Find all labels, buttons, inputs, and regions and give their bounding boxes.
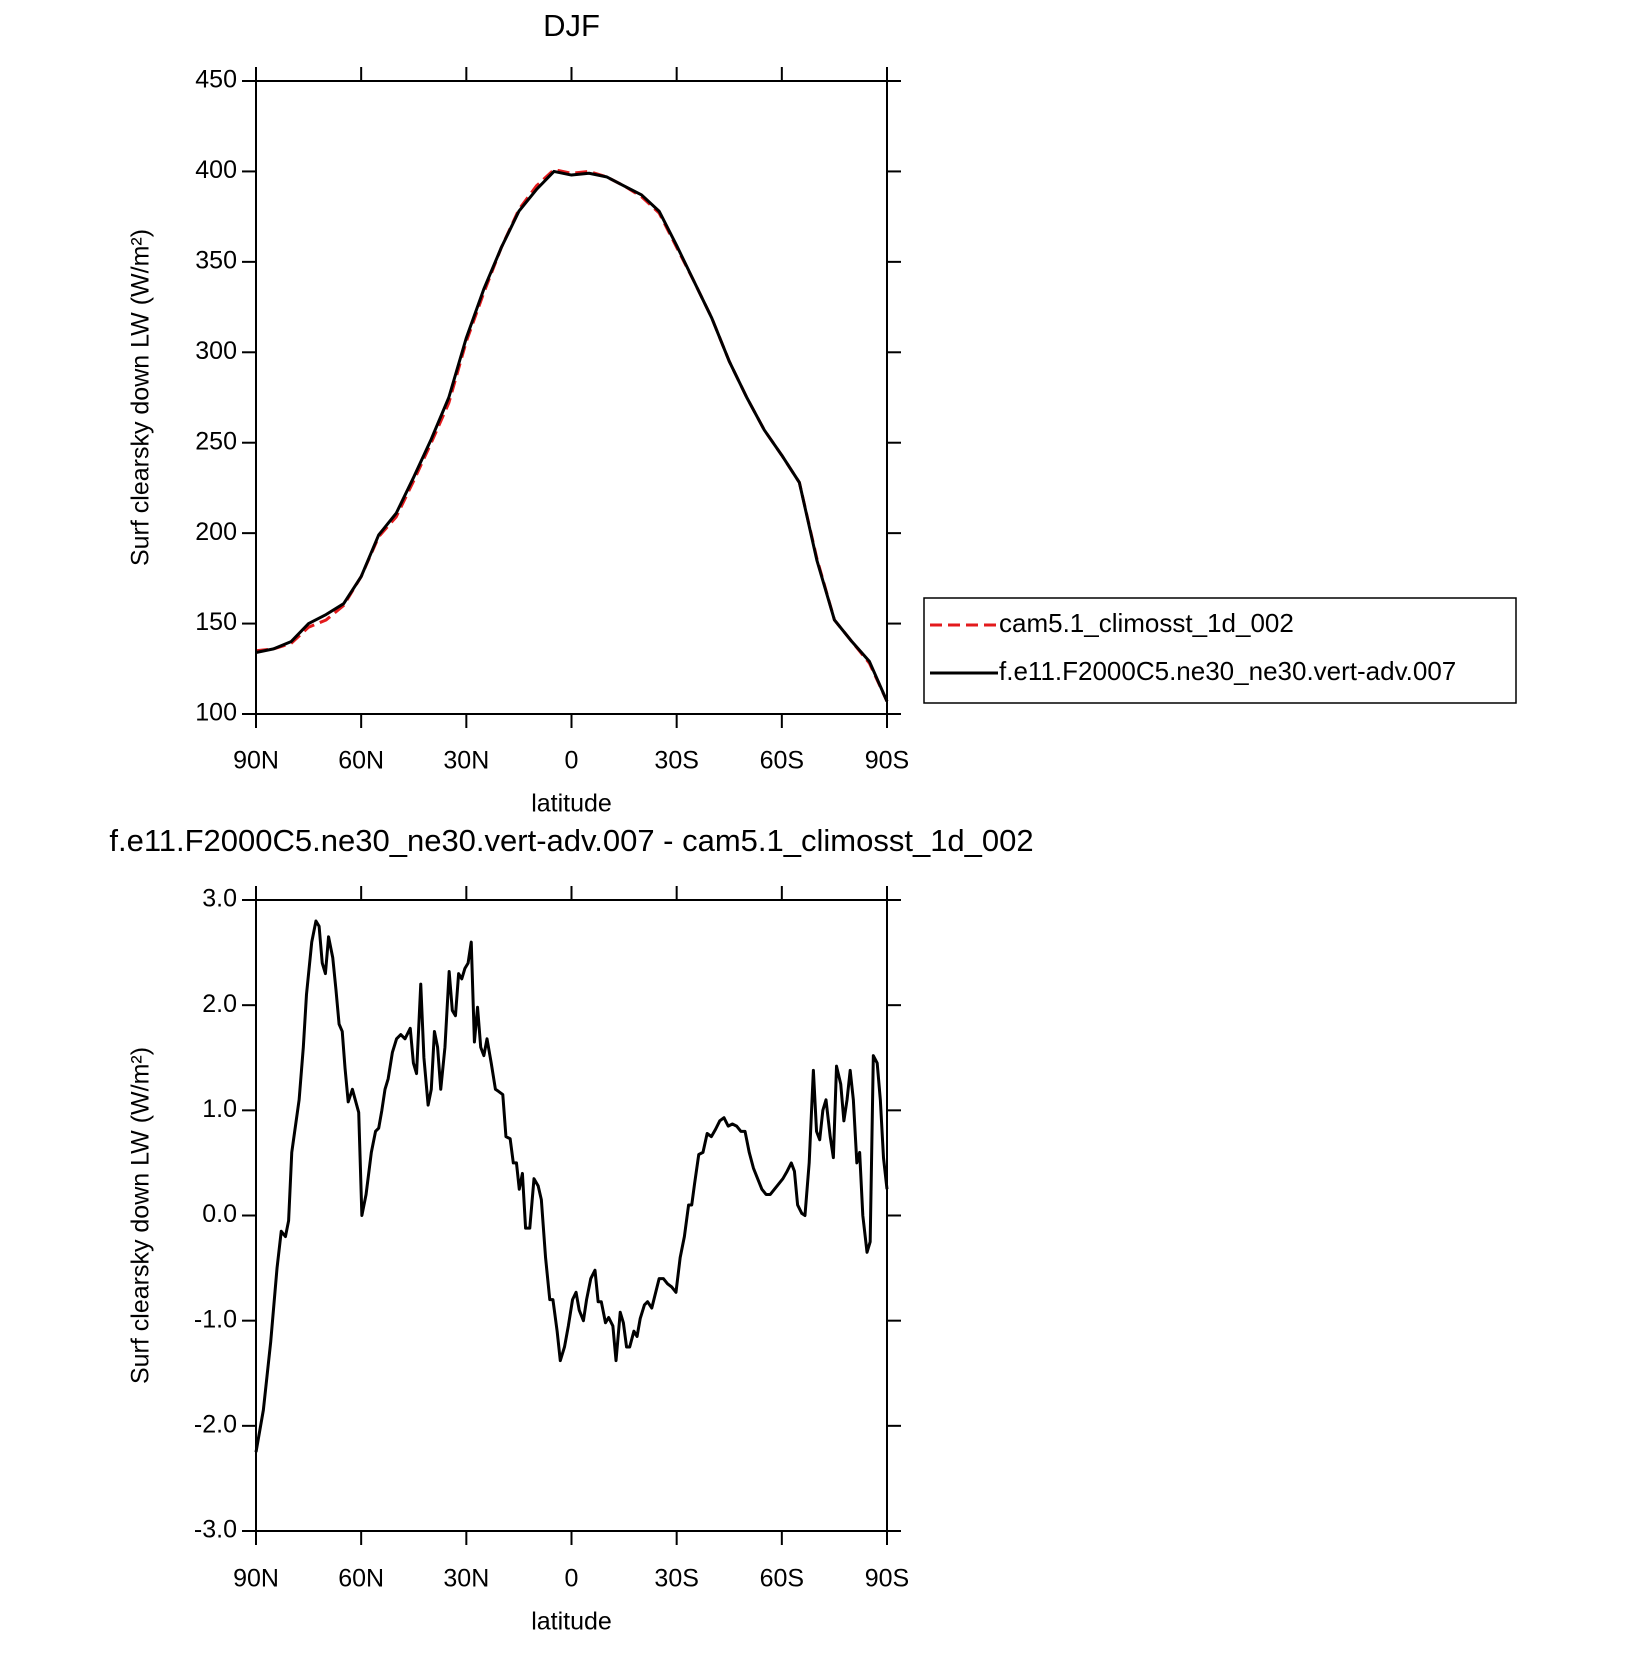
y-tick-label: 400 [195, 156, 237, 184]
data-line [255, 169, 889, 702]
x-axis-label: latitude [531, 1608, 612, 1636]
y-axis-label: Surf clearsky down LW (W/m²) [127, 229, 155, 566]
y-axis-label: Surf clearsky down LW (W/m²) [127, 1047, 155, 1384]
y-tick-label: -2.0 [194, 1410, 237, 1438]
y-tick-label: -1.0 [194, 1305, 237, 1333]
x-tick-label: 60S [760, 747, 804, 775]
legend-label: cam5.1_climosst_1d_002 [999, 608, 1294, 638]
y-tick-label: 150 [195, 608, 237, 636]
x-tick-label: 30S [654, 747, 698, 775]
chart-title: f.e11.F2000C5.ne30_ne30.vert-adv.007 - c… [109, 823, 1033, 858]
plot-frame [255, 80, 888, 715]
legend-box [923, 597, 1517, 704]
x-tick-label: 60S [760, 1565, 804, 1593]
x-tick-label: 90N [233, 747, 279, 775]
x-tick-label: 60N [338, 747, 384, 775]
x-tick-label: 30N [443, 747, 489, 775]
x-tick-label: 30S [654, 1565, 698, 1593]
y-tick-label: 350 [195, 246, 237, 274]
y-tick-label: 300 [195, 337, 237, 365]
x-tick-label: 30N [443, 1565, 489, 1593]
legend-label: f.e11.F2000C5.ne30_ne30.vert-adv.007 [999, 656, 1456, 686]
y-tick-label: 1.0 [202, 1095, 237, 1123]
x-tick-label: 90N [233, 1565, 279, 1593]
y-tick-label: 250 [195, 427, 237, 455]
y-tick-label: 0.0 [202, 1200, 237, 1228]
x-tick-label: 0 [565, 747, 579, 775]
plot-frame [255, 899, 888, 1532]
y-tick-label: 2.0 [202, 990, 237, 1018]
y-tick-label: 3.0 [202, 885, 237, 913]
data-line [255, 168, 889, 702]
y-tick-label: 200 [195, 518, 237, 546]
chart-title: DJF [543, 8, 600, 43]
data-line [254, 919, 889, 1453]
y-tick-label: 100 [195, 699, 237, 727]
y-tick-label: 450 [195, 66, 237, 94]
x-tick-label: 0 [565, 1565, 579, 1593]
y-tick-label: -3.0 [194, 1516, 237, 1544]
x-tick-label: 60N [338, 1565, 384, 1593]
x-tick-label: 90S [865, 1565, 909, 1593]
x-axis-label: latitude [531, 790, 612, 818]
x-tick-label: 90S [865, 747, 909, 775]
